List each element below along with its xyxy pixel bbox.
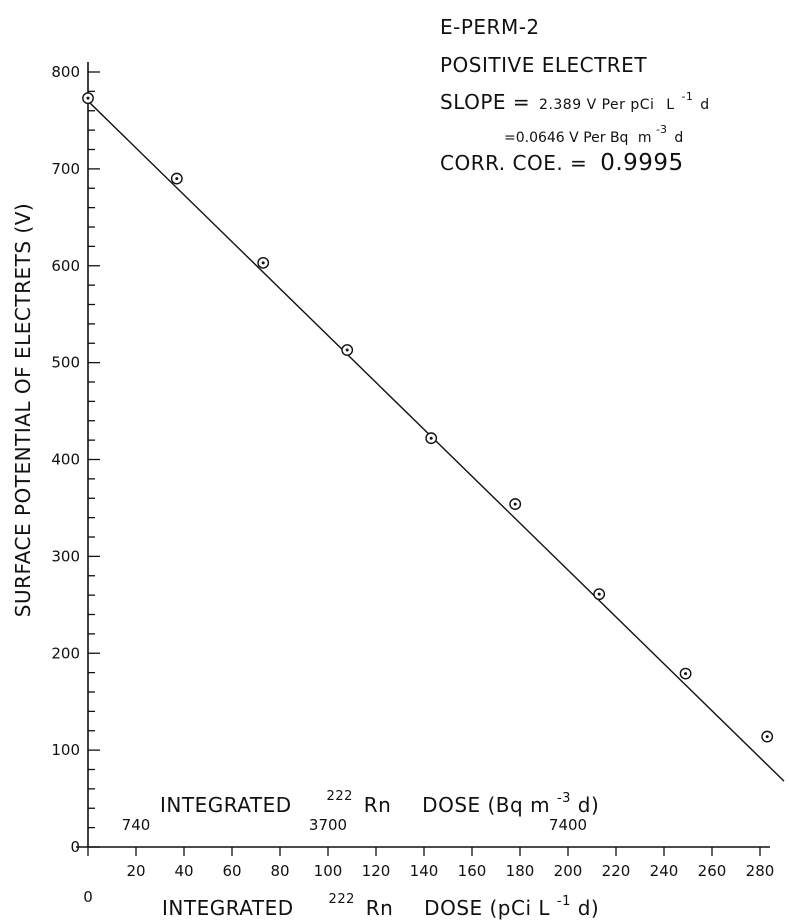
data-point-center (597, 592, 601, 596)
slope2-unit-sup: -3 (656, 123, 667, 136)
annotation-correlation: CORR. COE. = 0.9995 (440, 150, 684, 176)
annotation-device: E-PERM-2 (440, 15, 540, 39)
annotation-block: E-PERM-2 POSITIVE ELECTRET SLOPE = 2.389… (440, 15, 710, 176)
slope-label: SLOPE = (440, 90, 530, 114)
data-point (593, 588, 606, 601)
data-point-center (513, 502, 517, 506)
secondary-x-tick-label: 740 (122, 816, 151, 834)
x-title-isotope: 222 (329, 892, 355, 907)
x-tick-label: 280 (746, 862, 775, 880)
slope-unit-sup: -1 (681, 90, 693, 103)
secondary-x-title-unit-sup: -3 (557, 791, 571, 806)
data-point-center (429, 436, 433, 440)
y-tick-label: 600 (51, 257, 80, 275)
data-point-center (684, 672, 688, 676)
corr-label: CORR. COE. = (440, 151, 587, 175)
data-point (341, 344, 354, 356)
annotation-slope-si: =0.0646 V Per Bq m -3 d (504, 121, 683, 146)
data-point-center (765, 735, 769, 739)
x-title-unit-tail: d) (578, 896, 600, 920)
secondary-x-title-unit-tail: d) (578, 793, 600, 817)
slope-unit-tail: d (700, 97, 709, 113)
x-tick-label: 100 (314, 862, 343, 880)
x-tick-label: 60 (222, 862, 241, 880)
data-point (509, 498, 522, 510)
data-point (761, 730, 774, 743)
slope-value: 2.389 V Per pCi (539, 97, 654, 113)
x-title-prefix: INTEGRATED (162, 896, 294, 920)
data-point (425, 432, 438, 445)
x-tick-label: 120 (362, 862, 391, 880)
x-title-unit-base: L (538, 896, 550, 920)
x-tick-label: 200 (554, 862, 583, 880)
data-point (82, 92, 94, 105)
x-tick-label: 180 (506, 862, 535, 880)
corr-value: 0.9995 (600, 150, 683, 176)
x-title-unit-sup: -1 (557, 894, 571, 909)
y-tick-label: 400 (51, 451, 80, 469)
annotation-electret-type: POSITIVE ELECTRET (440, 53, 647, 77)
y-tick-label: 100 (51, 741, 80, 759)
x-tick-label: 80 (270, 862, 289, 880)
y-tick-label: 300 (51, 547, 80, 565)
secondary-x-title-unit-base: m (530, 793, 550, 817)
x-tick-label-zero: 0 (83, 888, 93, 906)
data-point (679, 667, 692, 680)
data-point (257, 256, 270, 269)
y-tick-label: 700 (51, 160, 80, 178)
data-point (170, 172, 183, 185)
secondary-x-tick-label: 3700 (309, 816, 347, 834)
secondary-x-title-element: Rn (364, 793, 392, 817)
x-tick-label: 140 (410, 862, 439, 880)
y-tick-label: 0 (70, 838, 80, 856)
data-point-center (261, 261, 265, 265)
ticks: 0 100 200 300 400 500 600 700 800 20 40 60 80 100 120 1… (51, 63, 774, 906)
x-tick-label: 20 (126, 862, 145, 880)
annotation-slope: SLOPE = 2.389 V Per pCi L -1 d (440, 81, 710, 114)
x-tick-label: 40 (174, 862, 193, 880)
secondary-x-title-prefix: INTEGRATED (160, 793, 292, 817)
x-tick-label: 240 (650, 862, 679, 880)
y-axis-title: SURFACE POTENTIAL OF ELECTRETS (V) (11, 203, 35, 617)
x-axis-title: INTEGRATED 222 Rn DOSE (pCi L -1 d) (162, 884, 599, 920)
x-tick-label: 160 (458, 862, 487, 880)
secondary-x-tick-label: 7400 (549, 816, 587, 834)
slope2-unit-base: m (638, 130, 652, 146)
data-point-center (345, 348, 349, 352)
data-point-center (175, 177, 179, 181)
slope2-unit-tail: d (674, 130, 683, 146)
x-tick-label: 220 (602, 862, 631, 880)
secondary-x-title-isotope: 222 (327, 789, 353, 804)
secondary-x-axis-title: INTEGRATED 222 Rn DOSE (Bq m -3 d) (160, 781, 599, 817)
secondary-x-title-rest: DOSE (Bq (422, 793, 523, 817)
y-tick-label: 800 (51, 63, 80, 81)
axes (76, 62, 770, 848)
slope-unit-base: L (666, 97, 674, 113)
slope2-prefix: =0.0646 V Per Bq (504, 130, 628, 146)
y-tick-label: 200 (51, 644, 80, 662)
x-title-element: Rn (366, 896, 394, 920)
x-tick-label: 260 (698, 862, 727, 880)
x-title-rest: DOSE (pCi (424, 896, 531, 920)
y-tick-label: 500 (51, 354, 80, 372)
data-point-center (86, 96, 90, 100)
data-points (82, 92, 774, 743)
